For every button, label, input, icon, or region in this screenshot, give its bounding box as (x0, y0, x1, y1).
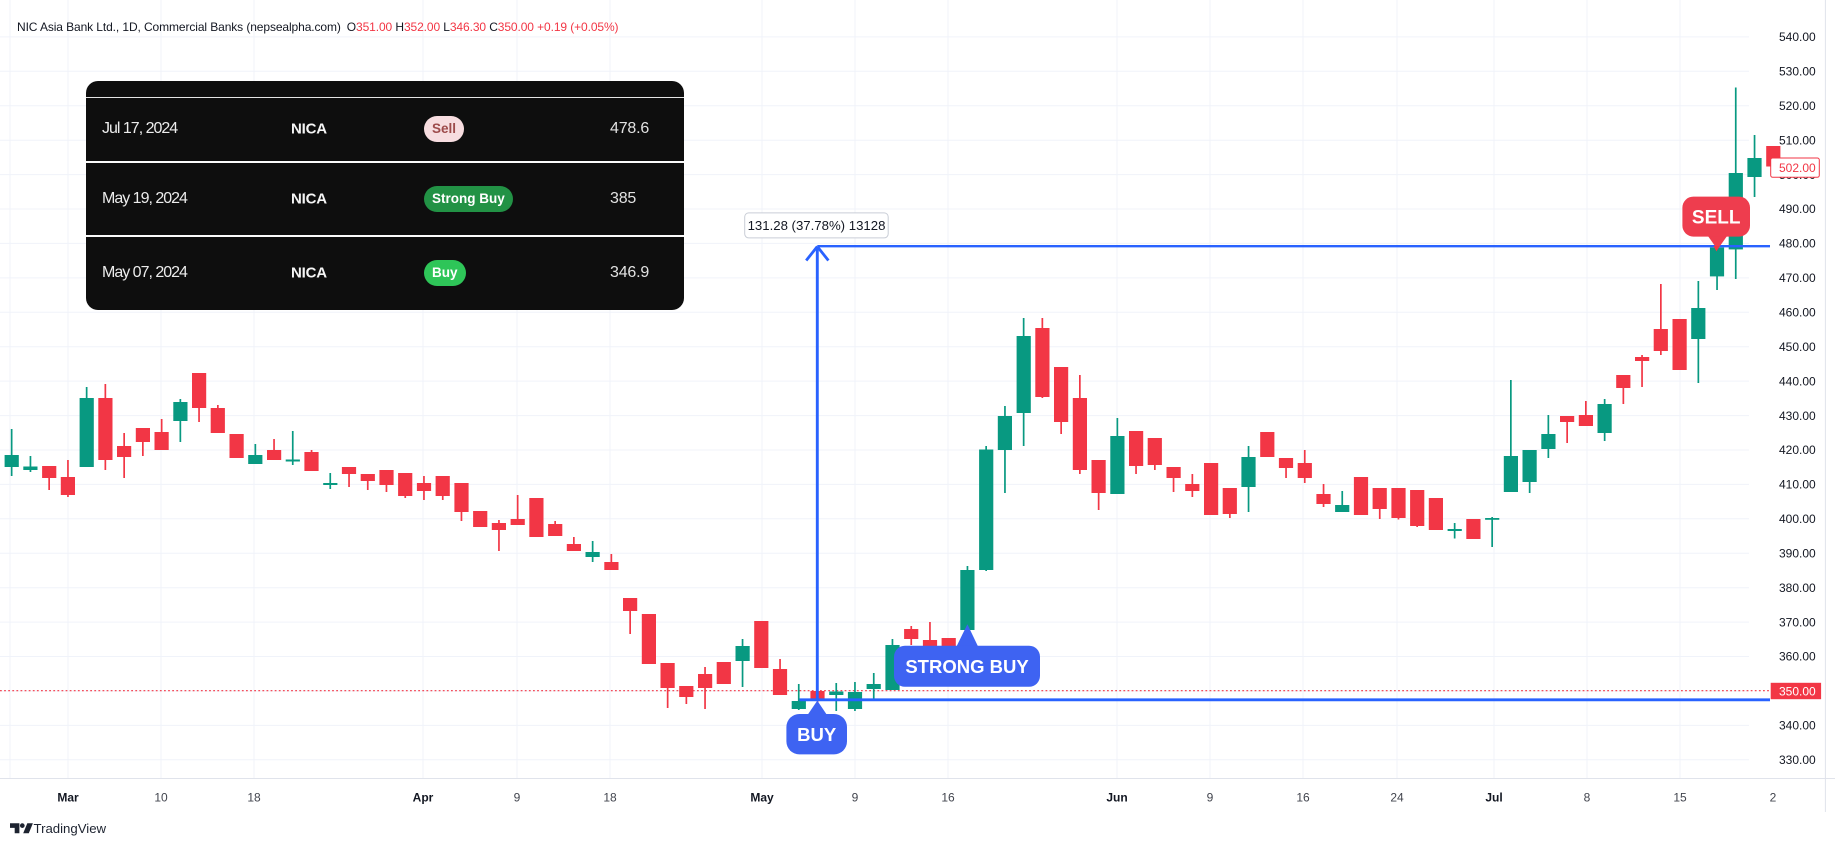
svg-text:360.00: 360.00 (1779, 650, 1816, 664)
svg-text:9: 9 (514, 791, 521, 805)
svg-text:16: 16 (941, 791, 955, 805)
svg-text:2: 2 (1770, 791, 1777, 805)
svg-text:390.00: 390.00 (1779, 547, 1816, 561)
svg-text:502.00: 502.00 (1779, 161, 1816, 175)
svg-text:131.28 (37.78%) 13128: 131.28 (37.78%) 13128 (748, 218, 886, 233)
svg-text:480.00: 480.00 (1779, 237, 1816, 251)
svg-text:410.00: 410.00 (1779, 478, 1816, 492)
svg-text:370.00: 370.00 (1779, 615, 1816, 629)
svg-text:520.00: 520.00 (1779, 99, 1816, 113)
svg-text:460.00: 460.00 (1779, 306, 1816, 320)
svg-text:May: May (750, 791, 774, 805)
svg-text:TradingView: TradingView (34, 821, 107, 836)
svg-text:24: 24 (1390, 791, 1404, 805)
svg-text:510.00: 510.00 (1779, 133, 1816, 147)
svg-text:Mar: Mar (57, 791, 79, 805)
svg-text:400.00: 400.00 (1779, 512, 1816, 526)
svg-text:420.00: 420.00 (1779, 443, 1816, 457)
svg-text:Jul: Jul (1485, 791, 1502, 805)
svg-text:530.00: 530.00 (1779, 65, 1816, 79)
svg-text:330.00: 330.00 (1779, 753, 1816, 767)
svg-text:470.00: 470.00 (1779, 271, 1816, 285)
svg-text:STRONG BUY: STRONG BUY (905, 656, 1029, 677)
svg-text:15: 15 (1673, 791, 1687, 805)
svg-text:SELL: SELL (1692, 208, 1741, 229)
svg-text:8: 8 (1584, 791, 1591, 805)
svg-text:440.00: 440.00 (1779, 374, 1816, 388)
svg-text:540.00: 540.00 (1779, 30, 1816, 44)
svg-text:16: 16 (1296, 791, 1310, 805)
svg-text:490.00: 490.00 (1779, 202, 1816, 216)
svg-text:350.00: 350.00 (1779, 684, 1816, 698)
svg-text:9: 9 (1207, 791, 1214, 805)
svg-text:18: 18 (603, 791, 617, 805)
svg-text:430.00: 430.00 (1779, 409, 1816, 423)
svg-text:380.00: 380.00 (1779, 581, 1816, 595)
svg-text:9: 9 (852, 791, 859, 805)
svg-text:BUY: BUY (797, 724, 837, 745)
svg-text:340.00: 340.00 (1779, 719, 1816, 733)
svg-text:Jun: Jun (1106, 791, 1127, 805)
svg-text:18: 18 (247, 791, 261, 805)
svg-text:Apr: Apr (413, 791, 434, 805)
svg-text:10: 10 (154, 791, 168, 805)
svg-text:450.00: 450.00 (1779, 340, 1816, 354)
